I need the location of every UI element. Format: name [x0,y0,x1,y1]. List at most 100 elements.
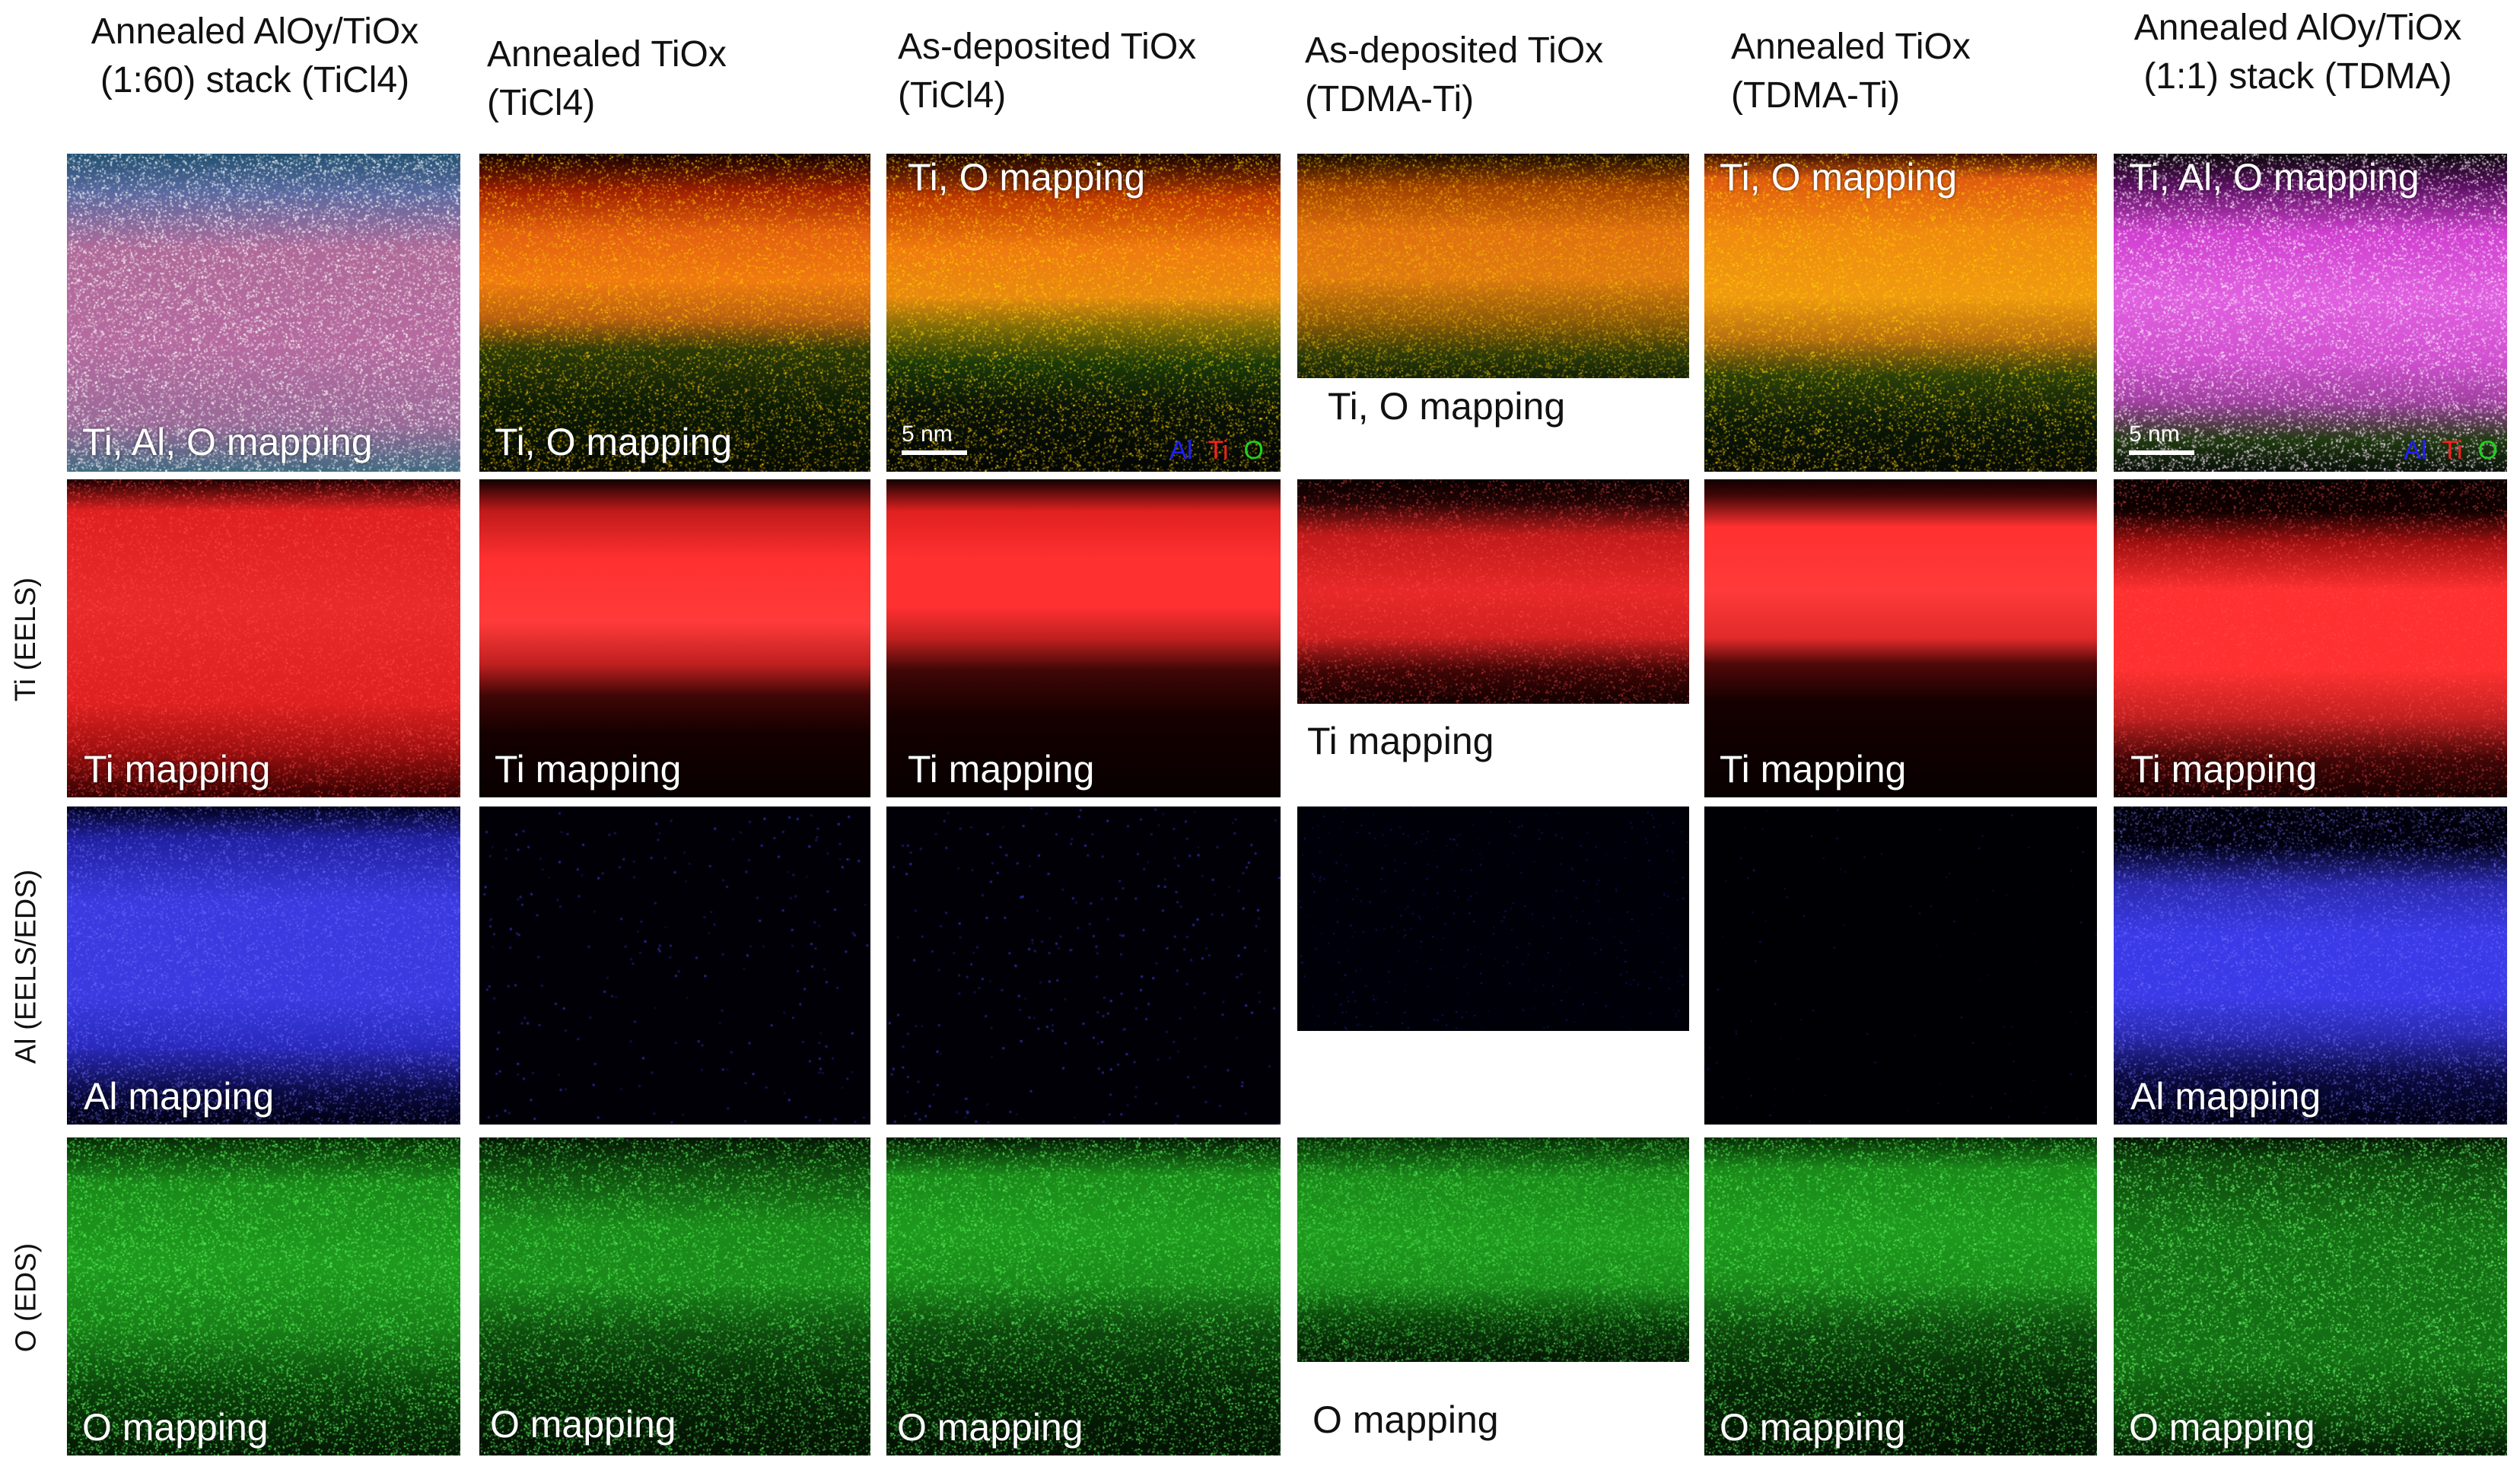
column-title-1-line2: (1:60) stack (TiCl4) [100,60,410,100]
scale-bar-line [902,450,967,455]
speckle-texture [1704,1137,2097,1456]
speckle-texture [67,154,460,472]
panel-r0-c2: Ti, O mapping [479,154,870,472]
speckle-texture [2114,479,2507,797]
speckle-texture [67,1137,460,1456]
legend-ti: Ti [2442,436,2463,465]
speckle-texture [2114,154,2507,472]
panel-r2-c5 [1704,806,2097,1125]
speckle-texture [1297,1137,1689,1362]
column-title-6: Annealed AlOy/TiOx (1:1) stack (TDMA) [2100,4,2496,101]
panel-label: Ti, O mapping [1720,156,1958,199]
speckle-texture [67,479,460,797]
speckle-texture [2114,806,2507,1125]
speckle-texture [479,154,870,472]
panel-label: Ti, O mapping [495,421,733,463]
column-title-6-line1: Annealed AlOy/TiOx [2133,8,2462,48]
panel-r3-c4 [1297,1137,1689,1362]
speckle-texture [479,1137,870,1456]
row-label-ti-eels-text: Ti (EELS) [10,577,43,702]
speckle-texture [2114,1137,2507,1456]
panel-r2-c3 [886,806,1281,1125]
sparse-dots [479,806,870,1125]
panel-r2-c2 [479,806,870,1125]
column-title-6-line2: (1:1) stack (TDMA) [2143,56,2452,97]
panel-label: Al mapping [84,1075,275,1118]
panel-r1-c1: Ti mapping [67,479,460,797]
column-title-5-line2: (TDMA-Ti) [1731,75,1901,116]
sparse-dots [1704,806,2097,1125]
legend-o: O [2477,436,2498,465]
scale-bar-label: 5 nm [902,422,953,447]
panel-r0-c5: Ti, O mapping [1704,154,2097,472]
panel-r3-c6: O mapping [2114,1137,2507,1456]
column-title-4-line1: As-deposited TiOx [1305,30,1604,71]
panel-r0-c4-label: Ti, O mapping [1328,385,1566,428]
scale-bar: 5 nm [902,422,967,455]
panel-r0-c3: Ti, O mapping 5 nm Al Ti O [886,154,1281,472]
legend-ti: Ti [1208,436,1229,465]
speckle-texture [886,1137,1281,1456]
column-title-2: Annealed TiOx (TiCl4) [487,30,799,128]
panel-r2-c4 [1297,806,1689,1031]
panel-label: Ti mapping [908,748,1095,791]
panel-r2-c6: Al mapping [2114,806,2507,1125]
panel-label: Al mapping [2130,1075,2321,1118]
row-label-al-eels-eds-text: Al (EELS/EDS) [10,869,43,1064]
panel-r0-c1: Ti, Al, O mapping [67,154,460,472]
column-title-3: As-deposited TiOx (TiCl4) [898,23,1217,120]
panel-r1-c6: Ti mapping [2114,479,2507,797]
panel-label: Ti mapping [495,748,682,791]
speckle-texture [1297,479,1689,704]
panel-r3-c2: O mapping [479,1137,870,1456]
row-label-o-eds: O (EDS) [0,1137,53,1457]
panel-label: O mapping [897,1406,1083,1449]
panel-label: Ti mapping [1720,748,1907,791]
panel-r1-c2: Ti mapping [479,479,870,797]
panel-r3-c4-label: O mapping [1312,1398,1499,1441]
row-label-o-eds-text: O (EDS) [10,1242,43,1352]
column-title-5: Annealed TiOx (TDMA-Ti) [1731,23,2051,120]
panel-r2-c1: Al mapping [67,806,460,1125]
column-title-3-line2: (TiCl4) [898,75,1007,116]
column-title-2-line2: (TiCl4) [487,83,596,123]
panel-label: Ti, O mapping [908,156,1146,199]
speckle-texture [67,806,460,1125]
panel-r3-c3: O mapping [886,1137,1281,1456]
panel-label: O mapping [1720,1406,1906,1449]
panel-label: O mapping [82,1406,269,1449]
row-label-al-eels-eds: Al (EELS/EDS) [0,806,53,1126]
column-title-2-line1: Annealed TiOx [487,34,727,75]
panel-r1-c4-label: Ti mapping [1307,720,1494,762]
column-title-3-line1: As-deposited TiOx [898,27,1197,67]
panel-r3-c5: O mapping [1704,1137,2097,1456]
column-title-4-line2: (TDMA-Ti) [1305,79,1475,119]
panel-label: O mapping [490,1403,676,1446]
panel-r1-c3: Ti mapping [886,479,1281,797]
panel-r1-c4 [1297,479,1689,704]
panel-label: O mapping [2129,1406,2315,1449]
legend-o: O [1243,436,1264,465]
column-title-1-line1: Annealed AlOy/TiOx [91,11,419,52]
column-title-5-line1: Annealed TiOx [1731,27,1971,67]
panel-label: Ti, Al, O mapping [2129,156,2420,199]
sparse-dots [1297,806,1689,1031]
legend-al: Al [1169,436,1193,465]
speckle-texture [1704,154,2097,472]
panel-r0-c6: Ti, Al, O mapping 5 nm Al Ti O [2114,154,2507,472]
row-label-ti-eels: Ti (EELS) [0,479,53,799]
legend-al: Al [2404,436,2427,465]
panel-label: Ti mapping [2130,748,2318,791]
panel-r0-c4 [1297,154,1689,378]
column-title-1: Annealed AlOy/TiOx (1:60) stack (TiCl4) [61,8,449,105]
panel-r1-c5: Ti mapping [1704,479,2097,797]
color-legend: Al Ti O [2388,436,2498,466]
color-legend: Al Ti O [1154,436,1264,466]
speckle-texture [886,154,1281,472]
panel-r3-c1: O mapping [67,1137,460,1456]
scale-bar: 5 nm [2129,422,2194,455]
scale-bar-label: 5 nm [2129,422,2180,447]
sparse-dots [886,806,1281,1125]
column-title-4: As-deposited TiOx (TDMA-Ti) [1305,27,1624,124]
panel-label: Ti, Al, O mapping [82,421,373,463]
